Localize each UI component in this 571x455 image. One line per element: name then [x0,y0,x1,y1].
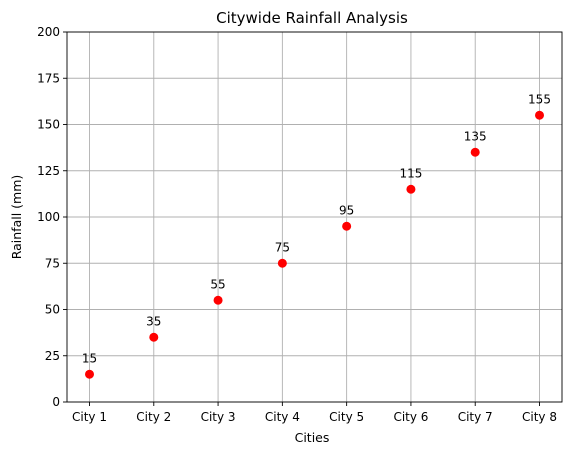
x-tick-label: City 4 [265,410,300,424]
plot-frame [66,31,563,403]
axis-ticks: City 1 City 2 City 3 City 4 City 5 City 6 City… [37,25,557,424]
y-tick-label: 25 [45,349,60,363]
data-label: 135 [464,129,487,143]
data-label: 75 [275,240,290,254]
y-tick-label: 200 [37,25,60,39]
data-point [213,295,223,305]
data-point [535,110,544,120]
x-axis-label: Cities [295,430,330,445]
y-tick-label: 100 [37,210,60,224]
data-label: 95 [339,203,354,217]
y-tick-label: 0 [52,395,60,409]
data-point [470,147,480,157]
x-tick-label: City 2 [136,410,171,424]
data-points [85,110,544,379]
y-tick-label: 50 [45,303,60,317]
y-tick-label: 175 [37,71,60,85]
data-label: 55 [210,277,225,291]
x-tick-label: City 1 [72,410,107,424]
x-tick-label: City 3 [201,410,236,424]
data-point [342,221,352,231]
data-label: 35 [146,314,161,328]
y-tick-label: 125 [37,164,60,178]
x-tick-label: City 5 [329,410,364,424]
data-point [277,258,287,268]
data-labels: 15 35 55 75 95 115 135 155 [82,92,551,365]
x-tick-label: City 6 [393,410,428,424]
data-point [406,184,416,194]
y-axis-label: Rainfall (mm) [9,175,24,260]
data-label: 15 [82,351,97,365]
y-tick-label: 150 [37,118,60,132]
data-point [149,332,159,342]
x-tick-label: City 7 [458,410,493,424]
data-label: 155 [528,92,551,106]
y-tick-label: 75 [45,256,60,270]
x-tick-label: City 8 [522,410,557,424]
data-label: 115 [399,166,422,180]
data-point [85,369,94,379]
chart-title: Citywide Rainfall Analysis [216,9,408,27]
